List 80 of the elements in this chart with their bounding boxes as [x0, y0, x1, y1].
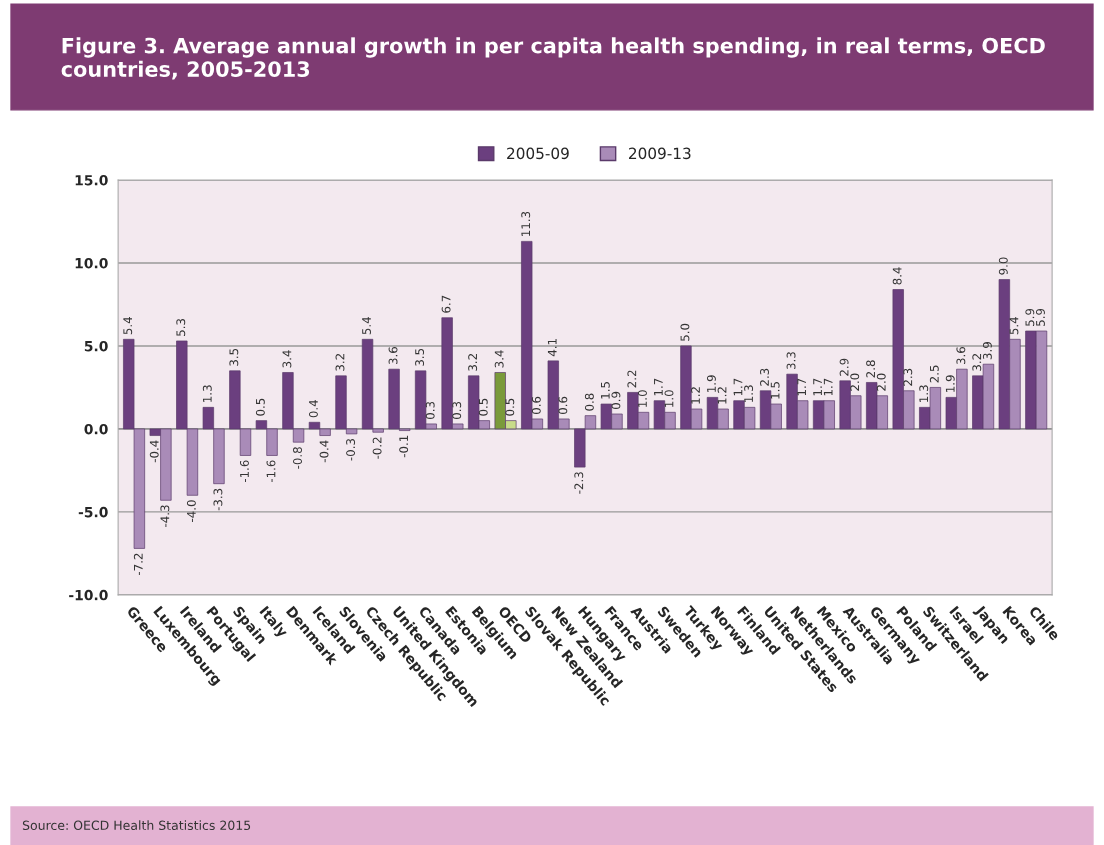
data-label: 1.9 [706, 375, 716, 392]
data-label: 9.0 [998, 257, 1008, 275]
data-label: -2.3 [574, 472, 584, 494]
data-label: -0.1 [399, 435, 409, 458]
data-label: 1.2 [717, 387, 727, 404]
y-tick-label: 10.0 [75, 257, 108, 269]
data-label: 3.6 [388, 346, 398, 365]
data-label: 5.0 [680, 323, 690, 341]
data-label: 5.4 [1009, 317, 1019, 335]
data-label: -3.3 [213, 488, 223, 511]
data-label: 0.6 [558, 396, 568, 415]
data-label: 4.1 [547, 339, 557, 357]
data-label: 1.0 [664, 390, 674, 407]
data-label: 0.5 [478, 398, 488, 416]
data-label: 3.2 [468, 354, 478, 371]
data-label: 5.3 [176, 318, 186, 336]
data-label: -7.2 [133, 553, 143, 576]
data-label: 2.5 [929, 365, 939, 383]
data-label: 1.3 [744, 385, 754, 402]
data-label: 3.2 [335, 354, 345, 371]
data-label: 2.9 [839, 358, 849, 376]
data-label: -0.8 [293, 447, 302, 469]
data-label: 0.5 [505, 398, 515, 416]
data-label: 1.9 [945, 375, 955, 392]
data-label: 1.7 [823, 378, 833, 396]
data-label: 5.4 [123, 317, 133, 335]
y-tick-label: -5.0 [78, 506, 108, 518]
chart-title: Figure 3. Average annual growth in per capita health spending, in real terms, OECD countries, 2005-2013 [61, 37, 1045, 80]
data-label: 2.2 [627, 370, 637, 388]
data-label: -1.6 [266, 460, 276, 483]
data-label: 1.7 [733, 378, 743, 396]
data-label: 1.0 [637, 390, 647, 407]
data-label: 2.0 [850, 373, 860, 391]
data-label: 11.3 [521, 211, 531, 236]
data-label: 1.3 [202, 385, 212, 402]
y-tick-label: 15.0 [75, 174, 108, 186]
data-label: 5.9 [1025, 308, 1035, 326]
data-label: 2.3 [760, 368, 769, 386]
y-tick-label: 5.0 [84, 340, 108, 352]
data-label: 6.7 [441, 295, 451, 313]
data-label: 1.7 [797, 378, 806, 396]
data-label: 3.4 [282, 350, 292, 368]
data-label: 2.0 [876, 373, 886, 391]
data-label: 5.4 [362, 317, 371, 335]
data-label: 1.5 [770, 382, 780, 399]
data-label: -1.6 [239, 460, 249, 483]
data-label: 1.7 [654, 378, 663, 396]
data-label: 8.4 [892, 267, 902, 285]
source-note: Source: OECD Health Statistics 2015 [22, 820, 251, 831]
data-label: 1.5 [601, 382, 610, 399]
data-label: 5.9 [1035, 308, 1045, 326]
data-label: 0.8 [584, 393, 594, 411]
data-label: 2.8 [866, 360, 876, 378]
y-tick-label: 0.0 [84, 423, 108, 435]
data-label: -0.4 [149, 440, 159, 463]
data-label: 0.6 [531, 396, 541, 415]
data-label: -4.0 [186, 500, 196, 522]
data-label: 0.5 [255, 398, 265, 416]
data-label: 3.6 [956, 346, 966, 365]
data-label: -4.3 [160, 505, 170, 527]
legend-label: 2005-09 [507, 147, 569, 160]
y-tick-label: -10.0 [69, 589, 108, 601]
data-label: 1.7 [813, 378, 822, 396]
data-label: 3.5 [415, 348, 425, 366]
data-label: 0.4 [308, 400, 318, 418]
data-label: 3.3 [786, 352, 796, 370]
data-label: -0.4 [319, 440, 329, 463]
data-label: 3.2 [972, 354, 982, 371]
data-label: 3.4 [494, 350, 504, 368]
legend-label: 2009-13 [629, 147, 691, 160]
data-label: 1.3 [919, 385, 929, 402]
data-label: -0.2 [372, 437, 382, 459]
data-label: 0.3 [425, 401, 435, 419]
data-label: 0.3 [452, 401, 462, 419]
data-label: -0.3 [346, 439, 356, 461]
data-label: 3.5 [229, 348, 239, 366]
data-label: 0.9 [611, 391, 621, 410]
data-label: 2.3 [903, 368, 913, 386]
data-label: 1.2 [691, 387, 700, 404]
data-label: 3.9 [982, 342, 992, 360]
